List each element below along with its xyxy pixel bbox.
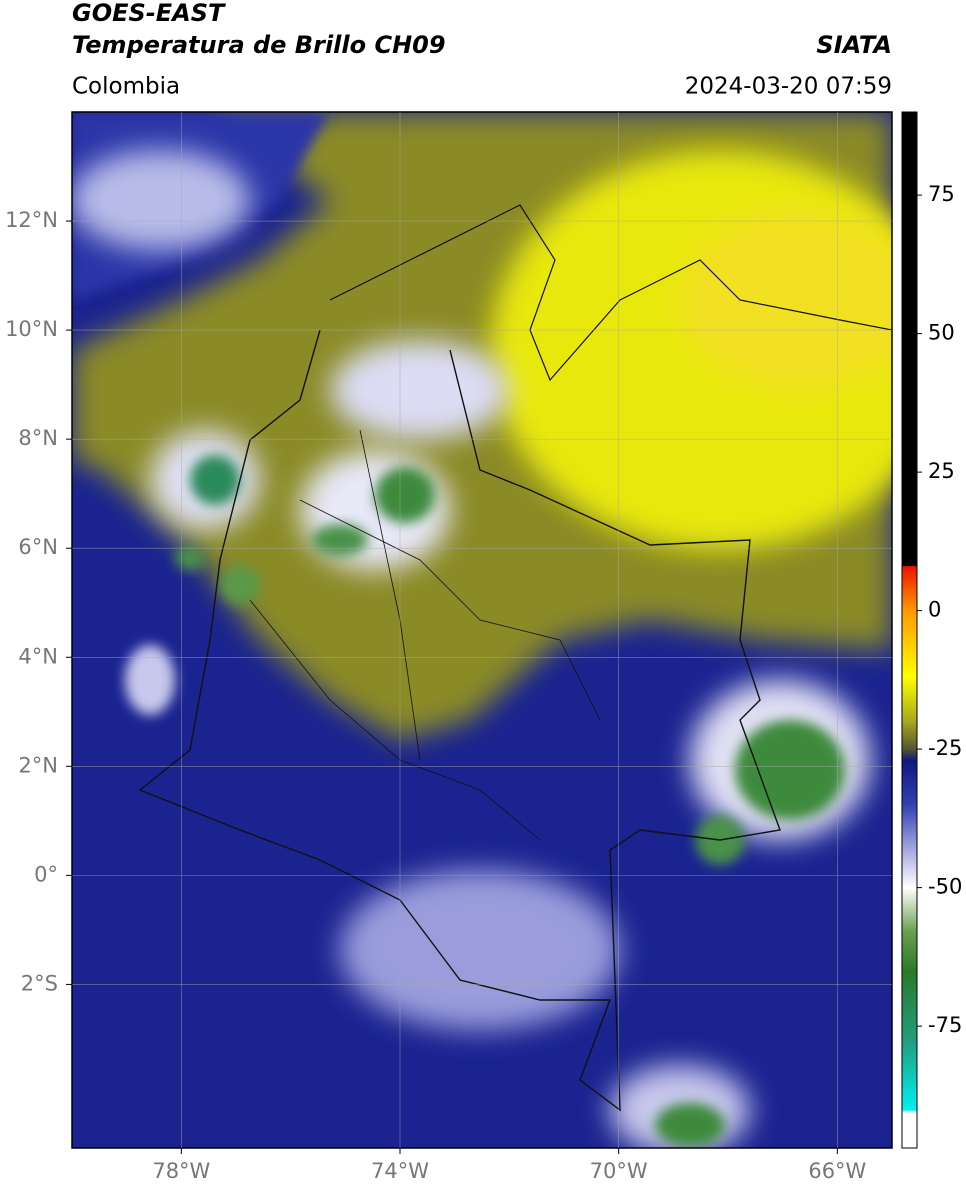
y-tick-label: 0° [34, 862, 58, 886]
x-tick-label: 70°W [590, 1159, 648, 1183]
y-tick-label: 2°S [21, 971, 58, 995]
subtitle: Temperatura de Brillo CH09 [72, 31, 446, 59]
x-tick-label: 78°W [152, 1159, 210, 1183]
colorbar-tick-label: 75 [928, 182, 955, 206]
y-tick-label: 6°N [18, 535, 58, 559]
x-tick-label: 66°W [808, 1159, 866, 1183]
satellite-image [72, 112, 892, 1148]
colorbar [901, 111, 918, 1149]
colorbar-tick-label: 0 [928, 598, 941, 622]
colorbar-tick-label: -25 [928, 736, 962, 760]
y-tick-label: 8°N [18, 426, 58, 450]
x-tick-label: 74°W [371, 1159, 429, 1183]
colorbar-tick-label: 50 [928, 321, 955, 345]
y-tick-label: 2°N [18, 753, 58, 777]
y-tick-label: 10°N [5, 317, 58, 341]
y-tick-label: 4°N [18, 644, 58, 668]
colorbar-tick-label: -75 [928, 1013, 962, 1037]
map-frame [71, 111, 893, 1149]
colorbar-tick-label: 25 [928, 459, 955, 483]
datetime: 2024-03-20 07:59 [685, 74, 892, 100]
y-tick-label: 12°N [5, 208, 58, 232]
source: SIATA [816, 31, 892, 59]
colorbar-tick-label: -50 [928, 875, 962, 899]
title: GOES-EAST [72, 0, 226, 27]
region: Colombia [72, 74, 180, 100]
